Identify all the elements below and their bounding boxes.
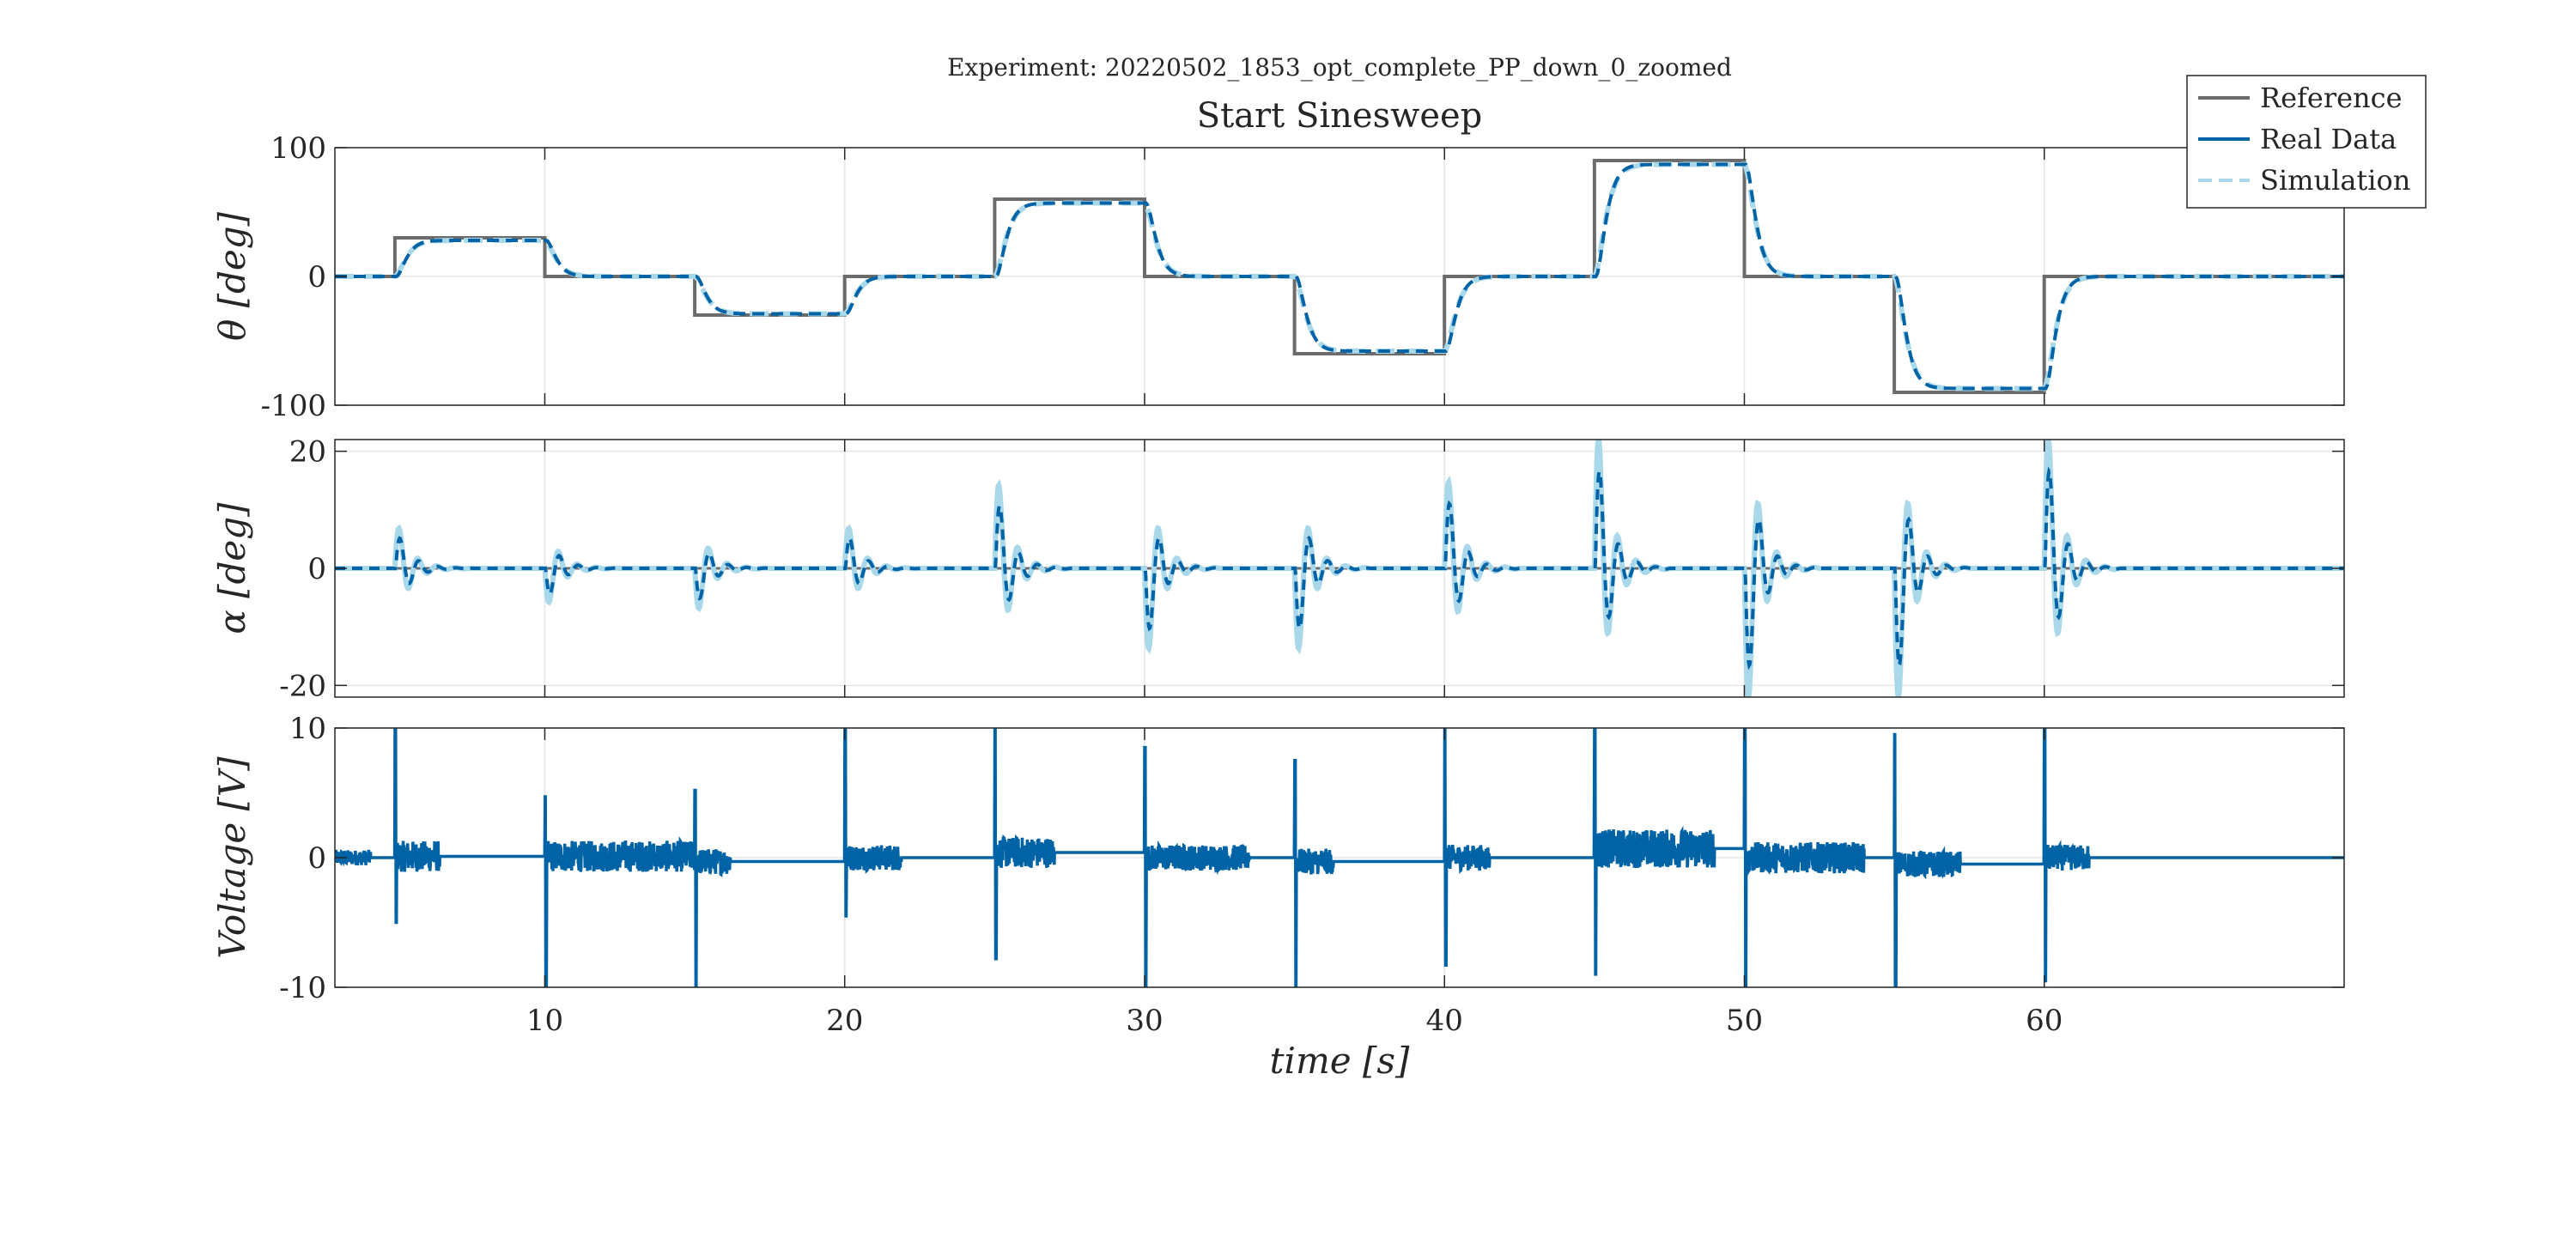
alpha-real-data-line (335, 466, 2344, 670)
voltage-xtick-label: 10 (526, 1004, 563, 1038)
alpha-ytick-label: -20 (279, 669, 326, 703)
theta-real-data-line (335, 162, 2344, 391)
theta-ytick-label: 100 (270, 131, 326, 166)
figure-title: Start Sinesweep (1197, 96, 1483, 136)
alpha-yaxis-label: α [deg] (211, 502, 253, 634)
voltage-xtick-label: 20 (826, 1004, 863, 1038)
alpha-ytick-label: 0 (307, 552, 326, 586)
voltage-ytick-label: 0 (307, 841, 326, 876)
theta-ytick-label: 0 (307, 260, 326, 294)
theta-ytick-label: -100 (261, 389, 326, 423)
voltage-xtick-label: 40 (1426, 1004, 1463, 1038)
legend: Reference Real Data Simulation (2186, 75, 2427, 209)
voltage-xtick-label: 60 (2026, 1004, 2063, 1038)
alpha-subplot: -20 0 20 α [deg] (211, 435, 2345, 703)
voltage-ytick-label: -10 (279, 971, 326, 1005)
alpha-ytick-label: 20 (289, 435, 326, 470)
voltage-xtick-label: 30 (1126, 1004, 1163, 1038)
voltage-series-group (335, 728, 2344, 987)
voltage-yaxis-label: Voltage [V] (211, 756, 253, 959)
legend-label-3: Simulation (2260, 164, 2410, 197)
voltage-real-data-line (335, 728, 2344, 987)
voltage-ytick-label: 10 (289, 712, 326, 746)
legend-label-2: Real Data (2260, 123, 2397, 155)
voltage-xtick-label: 50 (1726, 1004, 1763, 1038)
theta-yaxis-label: θ [deg] (211, 211, 253, 341)
voltage-subplot: 10 20 30 40 50 60 -10 0 10 Voltage [V] (211, 712, 2345, 1038)
theta-subplot: -100 0 100 θ [deg] (211, 131, 2345, 423)
figure-suptitle: Experiment: 20220502_1853_opt_complete_P… (947, 53, 1732, 82)
legend-label-1: Reference (2260, 82, 2403, 114)
alpha-series-group (335, 440, 2344, 697)
theta-series-group (335, 159, 2344, 394)
xaxis-label: time [s] (1270, 1040, 1410, 1082)
